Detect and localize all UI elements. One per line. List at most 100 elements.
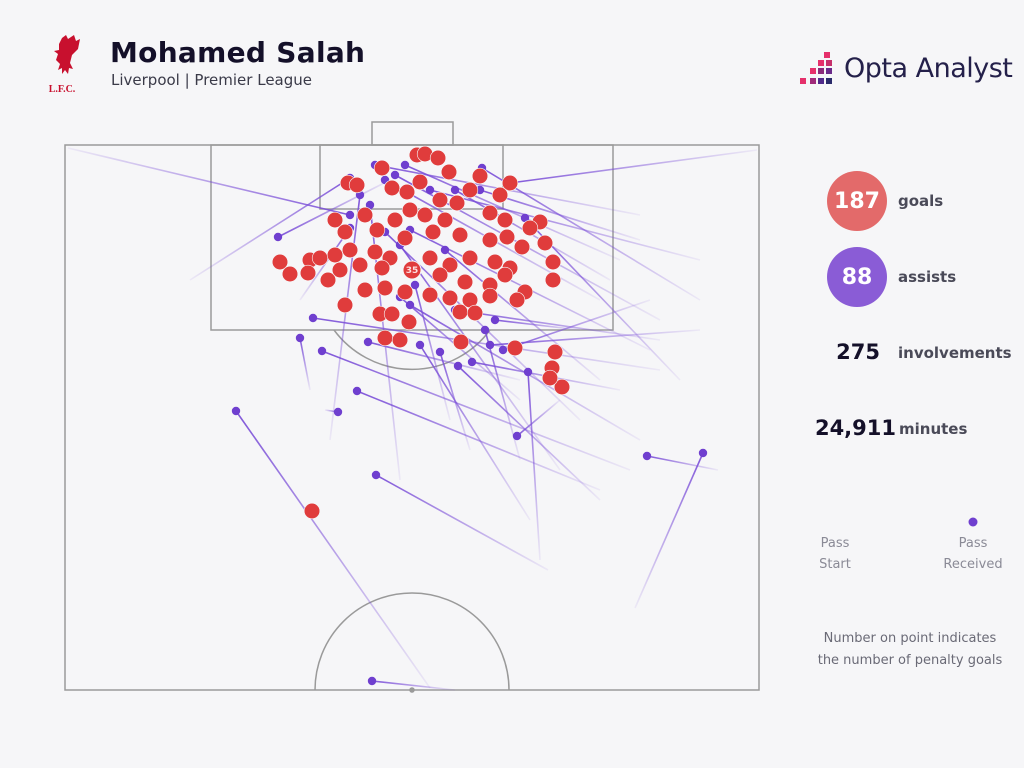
goal-point	[319, 271, 337, 289]
goal-point	[471, 167, 489, 185]
assist-received-point	[345, 210, 355, 220]
assist-received-point	[642, 451, 652, 461]
goal-point	[441, 256, 459, 274]
goal-point	[461, 181, 479, 199]
assist-received-point	[520, 213, 530, 223]
goal-point	[336, 296, 354, 314]
legend-pass-received: Pass Received	[928, 533, 1018, 575]
goal-point	[451, 303, 469, 321]
assist-received-point	[231, 406, 241, 416]
assist-received-point	[352, 386, 362, 396]
assist-pass-line	[375, 474, 549, 571]
goal-point	[486, 253, 504, 271]
goal-point	[456, 273, 474, 291]
legend-pass-received-line1: Pass	[958, 536, 988, 551]
assist-received-point	[523, 367, 533, 377]
assist-pass-line	[321, 350, 631, 471]
goal-point	[366, 243, 384, 261]
legend-pass-received-dot	[968, 517, 978, 527]
assist-received-point	[317, 346, 327, 356]
assist-pass-line	[634, 452, 704, 609]
assist-received-point	[365, 200, 375, 210]
legend-pass-start-line1: Pass	[820, 536, 850, 551]
assist-pass-line	[516, 399, 561, 437]
goal-point	[383, 179, 401, 197]
opta-pixel-icon	[800, 52, 832, 84]
goal-point	[376, 279, 394, 297]
centre-circle-arc	[314, 592, 510, 691]
assist-received-point	[498, 345, 508, 355]
goal-point	[416, 206, 434, 224]
assist-pass-line	[509, 149, 758, 184]
goal-point	[508, 291, 526, 309]
goal-point	[424, 223, 442, 241]
goal-point	[421, 249, 439, 267]
subtitle: Liverpool | Premier League	[111, 71, 312, 89]
assist-received-point	[440, 245, 450, 255]
goal-point	[431, 266, 449, 284]
goal-point	[544, 253, 562, 271]
goal-point	[429, 149, 447, 167]
assist-pass-line	[299, 337, 311, 391]
assist-received-point	[367, 676, 377, 686]
brand-name: Opta Analyst	[844, 52, 1013, 84]
goal-point	[351, 256, 369, 274]
assist-received-point	[512, 431, 522, 441]
assist-pass-line	[189, 177, 351, 281]
goal-point	[398, 183, 416, 201]
penalty-goals-count: 35	[406, 266, 419, 276]
assist-received-point	[405, 300, 415, 310]
goal-point	[396, 229, 414, 247]
goal-point	[431, 191, 449, 209]
assist-received-point	[410, 280, 420, 290]
lfc-liverbird-crest: L.F.C.	[49, 35, 80, 95]
goal-point	[544, 271, 562, 289]
penalty-note-line1: Number on point indicates	[823, 631, 997, 646]
goal-point	[348, 176, 366, 194]
minutes-label: minutes	[899, 420, 968, 438]
goal-point	[481, 204, 499, 222]
goal-point	[491, 186, 509, 204]
goal-point	[461, 249, 479, 267]
goal-point	[368, 221, 386, 239]
assist-received-point	[480, 325, 490, 335]
assist-pass-line	[444, 249, 601, 381]
assists-count: 88	[841, 264, 873, 290]
assist-pass-line	[404, 164, 621, 261]
penalty-note-line2: the number of penalty goals	[817, 653, 1003, 668]
assist-pass-line	[329, 194, 361, 441]
goal-point	[541, 369, 559, 387]
assist-pass-line	[67, 147, 351, 216]
assist-received-point	[453, 361, 463, 371]
assist-received-point	[485, 340, 495, 350]
goal-point	[496, 211, 514, 229]
goal-point	[411, 173, 429, 191]
goal-point	[506, 339, 524, 357]
goal-point	[553, 378, 571, 396]
goal-point	[281, 265, 299, 283]
assist-received-point	[390, 170, 400, 180]
minutes-count: 24,911	[814, 416, 896, 440]
goal-point	[421, 286, 439, 304]
goal-point	[341, 241, 359, 259]
goal-point	[386, 211, 404, 229]
assist-received-point	[467, 357, 477, 367]
goal-point	[546, 343, 564, 361]
penalty-arc	[333, 329, 491, 371]
assist-pass-line	[367, 341, 521, 381]
goal-point	[401, 201, 419, 219]
centre-spot	[409, 687, 415, 693]
goal-point	[400, 313, 418, 331]
goal-point	[356, 281, 374, 299]
goal-point	[373, 259, 391, 277]
goal-point	[451, 226, 469, 244]
goal-point	[440, 163, 458, 181]
goal-point	[396, 283, 414, 301]
goal-point	[311, 249, 329, 267]
goal-point	[373, 159, 391, 177]
assist-received-point	[273, 232, 283, 242]
assist-received-point	[295, 333, 305, 343]
goal-point	[521, 219, 539, 237]
assist-received-point	[363, 337, 373, 347]
goal-point	[376, 329, 394, 347]
